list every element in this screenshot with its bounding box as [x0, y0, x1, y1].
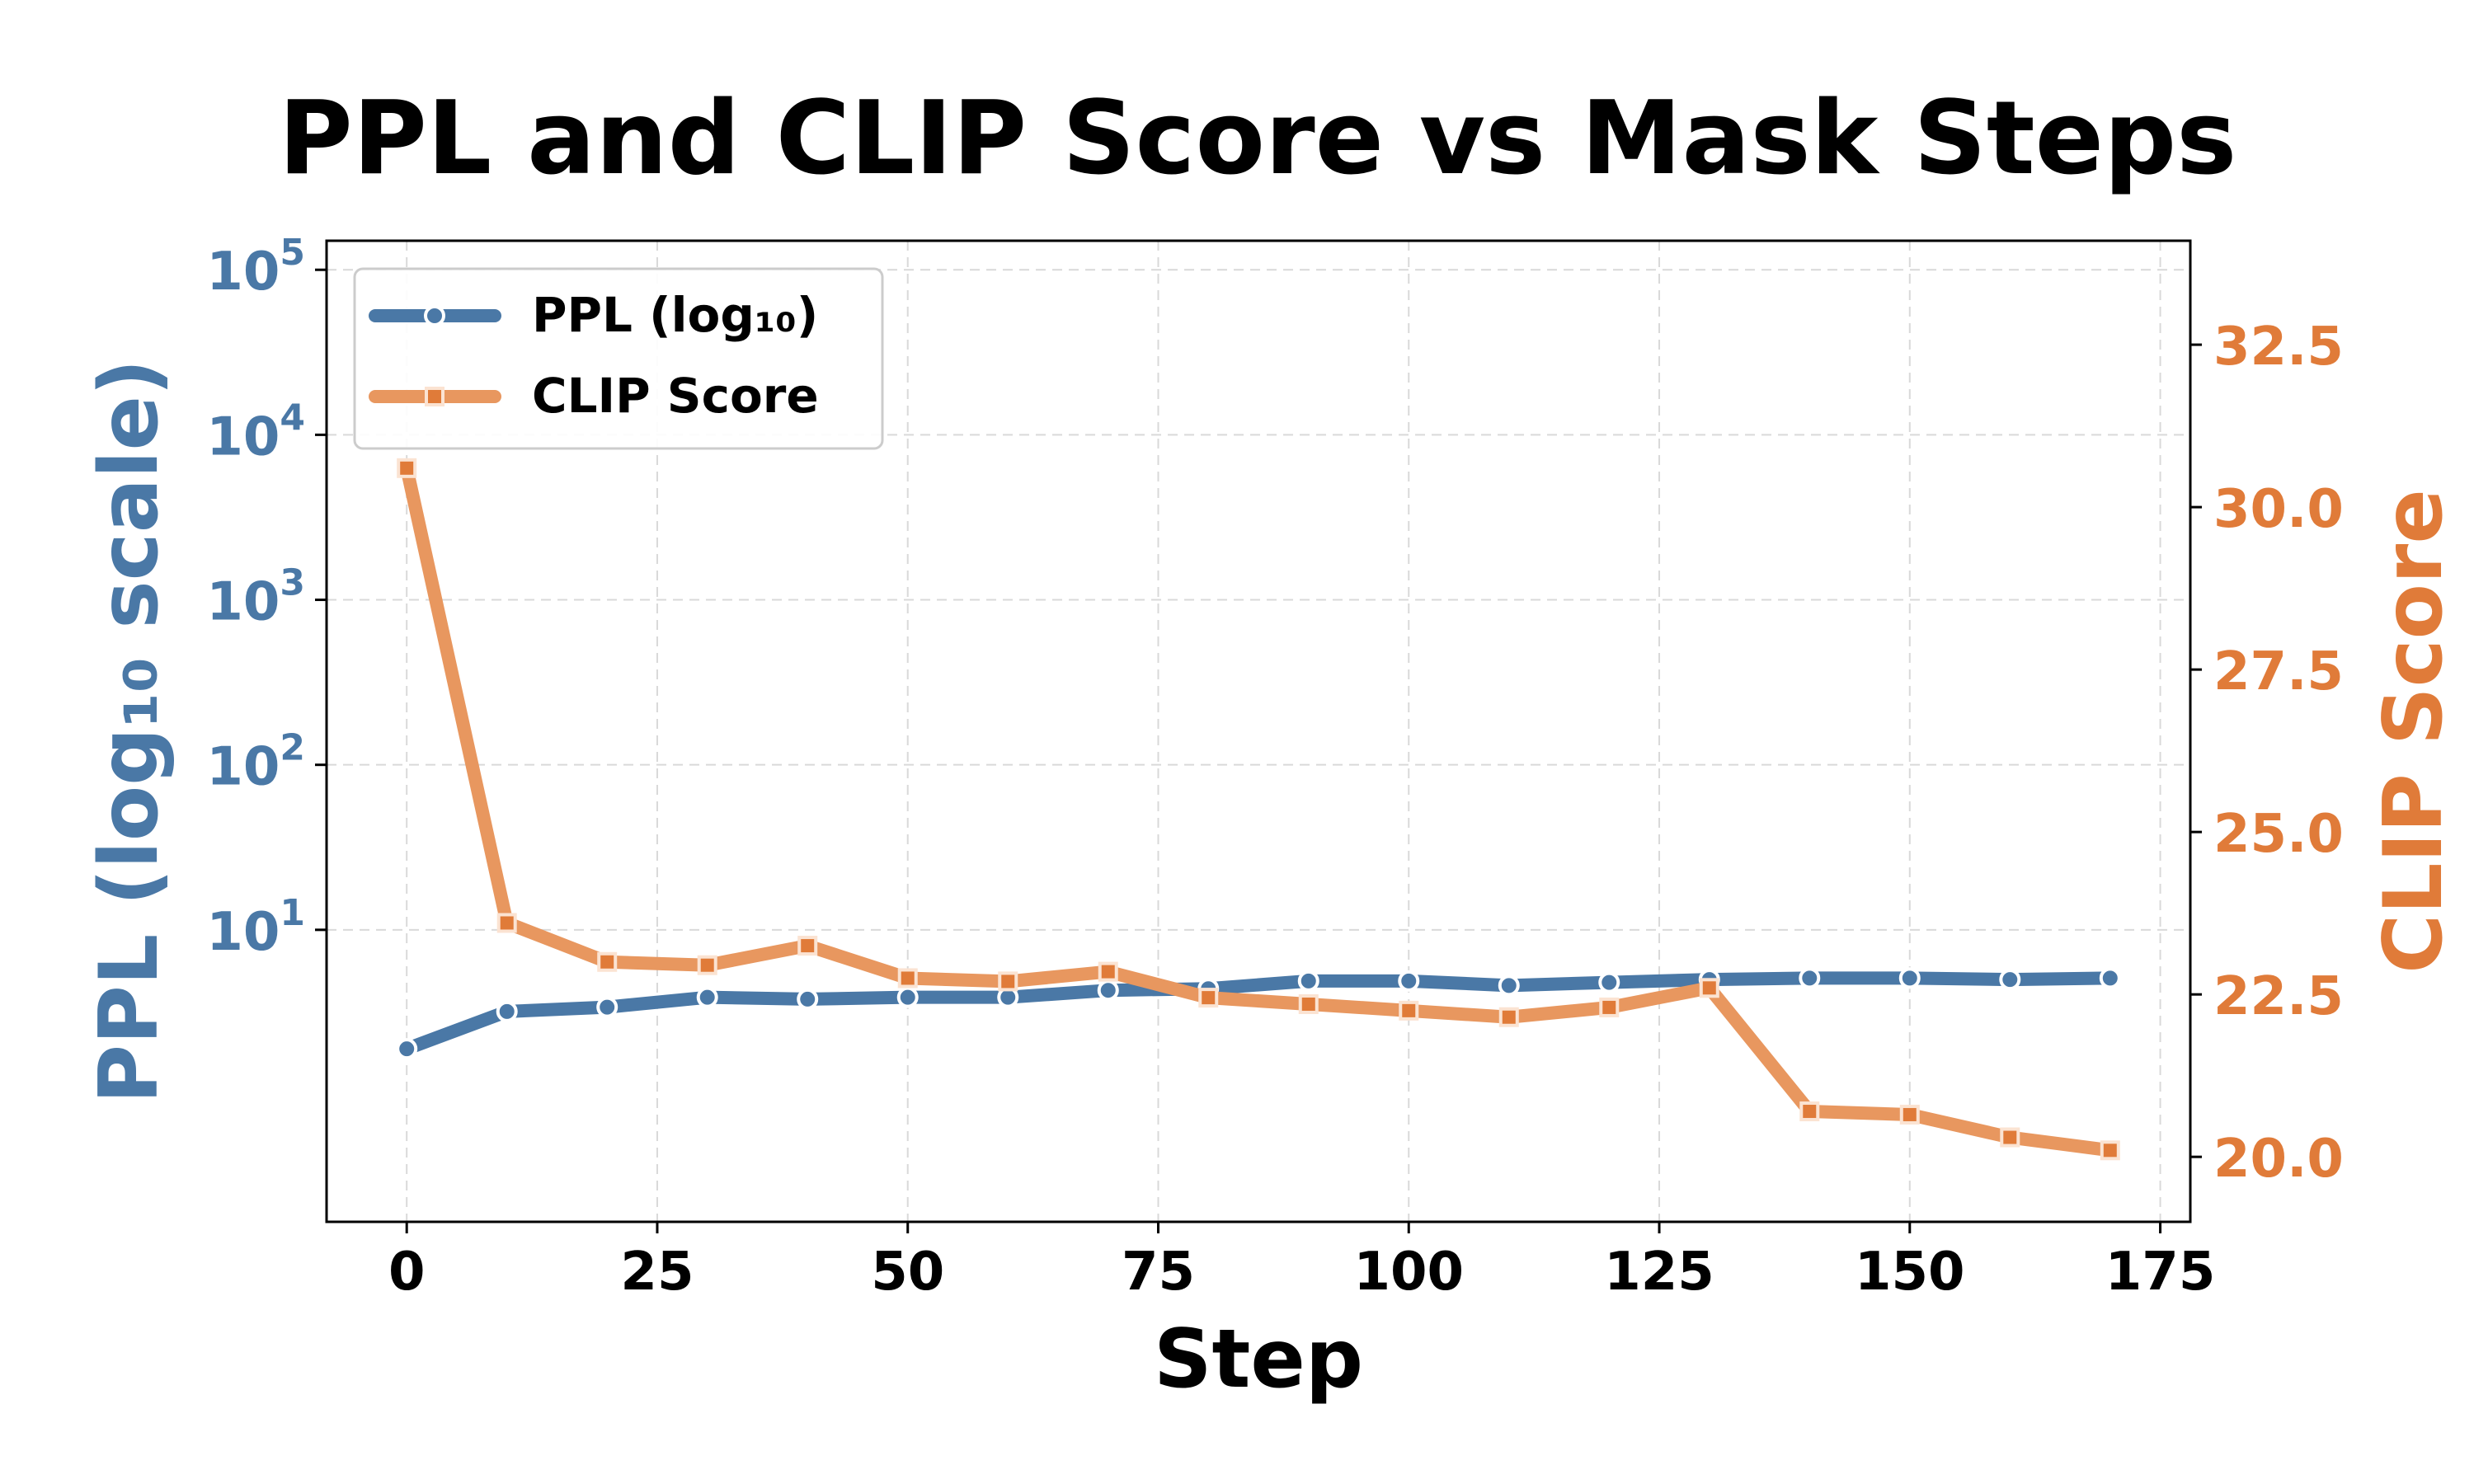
ppl-point — [1898, 967, 1921, 989]
right-tick-label: 30.0 — [2213, 479, 2344, 540]
x-axis-label: Step — [1154, 1313, 1363, 1407]
x-tick-label: 150 — [1855, 1242, 1965, 1303]
x-tick-label: 75 — [1122, 1242, 1195, 1303]
clip-score-line — [400, 461, 2117, 1158]
clip-score-point — [2100, 1140, 2120, 1161]
left-y-axis: 101 102 103 104 105 — [206, 232, 327, 963]
clip-score-point — [2000, 1127, 2020, 1148]
left-tick-label: 102 — [206, 727, 305, 798]
right-tick-label: 20.0 — [2213, 1129, 2344, 1190]
clip-score-point — [1098, 961, 1118, 982]
right-tick-label: 27.5 — [2213, 641, 2344, 702]
clip-score-point — [998, 971, 1018, 992]
clip-score-point — [897, 968, 918, 989]
ppl-point — [1398, 970, 1420, 992]
ppl-point — [1999, 969, 2021, 991]
legend: PPL (log₁₀) CLIP Score — [353, 267, 884, 450]
ppl-point — [1598, 971, 1620, 993]
right-tick-label: 32.5 — [2213, 317, 2344, 378]
ppl-point — [1799, 967, 1821, 989]
right-y-axis-label: CLIP Score — [2367, 489, 2461, 974]
x-tick-label: 50 — [871, 1242, 944, 1303]
clip-score-point — [1298, 993, 1319, 1014]
legend-clip-swatch — [369, 387, 501, 406]
left-tick-label: 105 — [206, 232, 305, 303]
clip-score-point — [496, 913, 517, 933]
clip-score-point — [1799, 1101, 1820, 1122]
legend-ppl-label: PPL (log₁₀) — [532, 287, 818, 343]
series-layer — [396, 458, 2121, 1161]
x-tick-label: 0 — [388, 1242, 426, 1303]
clip-score-point — [1198, 988, 1219, 1008]
series-clip-score — [397, 458, 2120, 1161]
x-tick-label: 25 — [620, 1242, 694, 1303]
x-tick-label: 100 — [1353, 1242, 1464, 1303]
ppl-point — [596, 996, 618, 1018]
series-ppl — [396, 967, 2121, 1060]
left-tick-label: 101 — [206, 892, 305, 963]
left-tick-label: 103 — [206, 562, 305, 633]
legend-ppl-swatch — [369, 305, 501, 326]
ppl-point — [1498, 974, 1520, 997]
x-tick-label: 175 — [2105, 1242, 2216, 1303]
clip-score-point — [1699, 978, 1719, 998]
ppl-point — [1297, 970, 1319, 992]
ppl-point — [396, 1038, 418, 1060]
legend-ppl-marker — [424, 305, 445, 326]
left-tick-label: 104 — [206, 397, 305, 467]
clip-score-point — [397, 458, 417, 478]
grid — [327, 241, 2190, 1222]
ppl-point — [696, 986, 718, 1008]
right-tick-label: 22.5 — [2213, 966, 2344, 1027]
ppl-point — [2099, 967, 2121, 989]
right-y-axis: 20.0 22.5 25.0 27.5 30.0 32.5 — [2190, 317, 2344, 1190]
x-tick-label: 125 — [1604, 1242, 1714, 1303]
plot-frame — [325, 239, 2192, 1223]
ppl-point — [1097, 979, 1119, 1002]
clip-score-point — [697, 955, 717, 975]
right-tick-label: 25.0 — [2213, 804, 2344, 865]
left-y-axis-label: PPL (log₁₀ scale) — [82, 359, 176, 1103]
clip-score-point — [797, 936, 818, 956]
clip-score-point — [1899, 1104, 1920, 1125]
ppl-point — [496, 1000, 518, 1022]
x-axis: 0 25 50 75 100 125 150 175 — [388, 1222, 2215, 1303]
ppl-point — [797, 988, 819, 1010]
chart-title: PPL and CLIP Score vs Mask Steps — [279, 80, 2237, 198]
ppl-point — [896, 986, 919, 1008]
ppl-line — [400, 971, 2117, 1056]
legend-clip-marker — [425, 387, 444, 406]
clip-score-point — [1599, 997, 1620, 1017]
clip-score-point — [1399, 1000, 1419, 1021]
legend-clip-label: CLIP Score — [532, 368, 819, 424]
clip-score-point — [597, 951, 618, 972]
clip-score-point — [1498, 1007, 1519, 1027]
